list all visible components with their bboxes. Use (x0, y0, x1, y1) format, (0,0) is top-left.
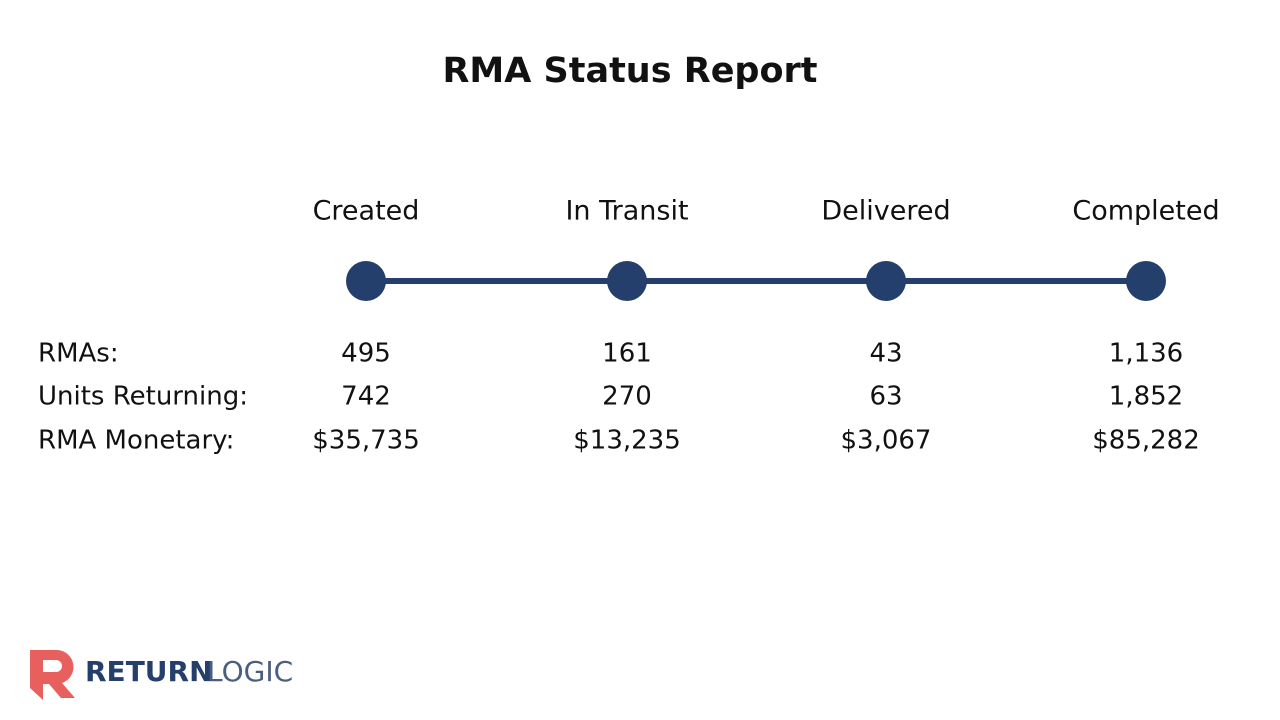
stage-node (866, 261, 906, 301)
cell-value: $85,282 (1092, 426, 1200, 456)
cell-value: 43 (869, 339, 902, 369)
row-label: Units Returning: (38, 382, 248, 412)
logo-text: RETURN (85, 655, 213, 688)
cell-value: $35,735 (312, 426, 420, 456)
row-label: RMA Monetary: (38, 426, 234, 456)
stage-node (1126, 261, 1166, 301)
logo-icon (30, 650, 75, 700)
logo-icon-hole (43, 660, 62, 672)
cell-value: 161 (602, 339, 652, 369)
logo: RETURN LOGIC (30, 650, 293, 700)
stage-node (607, 261, 647, 301)
row-label: RMAs: (38, 339, 119, 369)
stage-label: Completed (1072, 196, 1219, 227)
stage-node (346, 261, 386, 301)
cell-value: 1,136 (1109, 339, 1183, 369)
cell-value: 63 (869, 382, 902, 412)
stage-label: In Transit (565, 196, 688, 227)
stage-label: Created (313, 196, 420, 227)
cell-value: 495 (341, 339, 391, 369)
cell-value: 1,852 (1109, 382, 1183, 412)
logo-text: LOGIC (207, 655, 293, 688)
stage-label: Delivered (821, 196, 950, 227)
cell-value: 742 (341, 382, 391, 412)
cell-value: $3,067 (841, 426, 932, 456)
cell-value: $13,235 (573, 426, 681, 456)
title: RMA Status Report (442, 51, 817, 91)
cell-value: 270 (602, 382, 652, 412)
